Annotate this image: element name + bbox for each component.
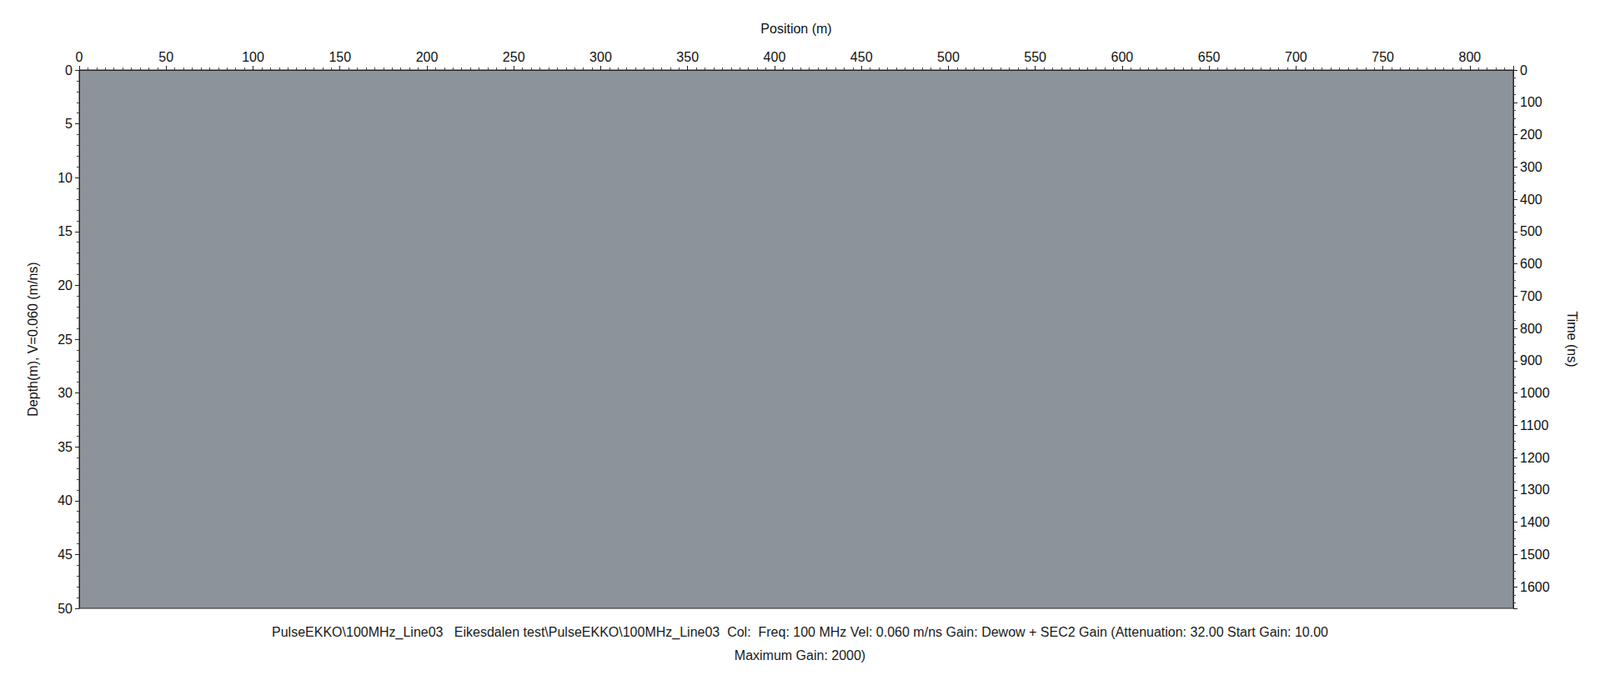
svg-text:300: 300 bbox=[1519, 160, 1543, 175]
svg-text:0: 0 bbox=[65, 63, 73, 78]
svg-text:1200: 1200 bbox=[1519, 451, 1550, 466]
svg-text:750: 750 bbox=[1371, 50, 1395, 65]
svg-text:1100: 1100 bbox=[1519, 418, 1550, 433]
svg-text:150: 150 bbox=[328, 50, 352, 65]
svg-text:1400: 1400 bbox=[1519, 515, 1550, 530]
svg-text:Position (m): Position (m) bbox=[760, 21, 832, 36]
svg-text:500: 500 bbox=[937, 50, 960, 65]
svg-text:700: 700 bbox=[1519, 289, 1543, 304]
svg-text:400: 400 bbox=[763, 50, 787, 65]
svg-text:35: 35 bbox=[57, 440, 73, 455]
svg-text:Maximum Gain: 2000): Maximum Gain: 2000) bbox=[734, 648, 866, 663]
svg-text:1500: 1500 bbox=[1519, 547, 1550, 562]
svg-text:300: 300 bbox=[589, 50, 612, 65]
svg-text:600: 600 bbox=[1111, 50, 1134, 65]
svg-text:500: 500 bbox=[1519, 224, 1543, 239]
svg-text:30: 30 bbox=[57, 386, 73, 401]
svg-text:550: 550 bbox=[1023, 50, 1047, 65]
svg-text:Depth(m), V=0.060 (m/ns): Depth(m), V=0.060 (m/ns) bbox=[25, 261, 41, 417]
svg-text:20: 20 bbox=[57, 278, 73, 293]
svg-text:50: 50 bbox=[158, 50, 174, 65]
svg-text:25: 25 bbox=[57, 332, 73, 347]
svg-text:700: 700 bbox=[1284, 50, 1308, 65]
svg-text:0: 0 bbox=[75, 50, 84, 65]
svg-text:200: 200 bbox=[416, 50, 439, 65]
svg-text:5: 5 bbox=[65, 116, 73, 131]
svg-text:Time (ns): Time (ns) bbox=[1564, 311, 1580, 368]
svg-text:PulseEKKO\100MHz_Line03 Eike: PulseEKKO\100MHz_Line03 Eikesdalen test\… bbox=[271, 625, 1329, 641]
svg-text:250: 250 bbox=[502, 50, 526, 65]
svg-text:50: 50 bbox=[57, 601, 73, 617]
svg-text:0: 0 bbox=[1519, 63, 1528, 78]
svg-text:650: 650 bbox=[1198, 50, 1221, 65]
svg-text:400: 400 bbox=[1519, 192, 1543, 207]
svg-text:1000: 1000 bbox=[1519, 386, 1550, 401]
svg-text:800: 800 bbox=[1519, 321, 1543, 337]
svg-text:40: 40 bbox=[57, 493, 73, 508]
svg-text:200: 200 bbox=[1519, 127, 1543, 142]
svg-text:100: 100 bbox=[1519, 95, 1543, 110]
svg-text:45: 45 bbox=[57, 547, 73, 562]
svg-text:900: 900 bbox=[1519, 353, 1543, 368]
svg-text:1600: 1600 bbox=[1519, 580, 1550, 595]
svg-text:450: 450 bbox=[850, 50, 873, 65]
svg-text:600: 600 bbox=[1519, 256, 1543, 271]
svg-text:15: 15 bbox=[57, 224, 73, 239]
svg-text:1300: 1300 bbox=[1519, 482, 1550, 497]
svg-text:10: 10 bbox=[57, 170, 73, 186]
svg-text:350: 350 bbox=[676, 50, 699, 65]
svg-text:100: 100 bbox=[241, 50, 265, 65]
svg-text:800: 800 bbox=[1459, 50, 1482, 65]
